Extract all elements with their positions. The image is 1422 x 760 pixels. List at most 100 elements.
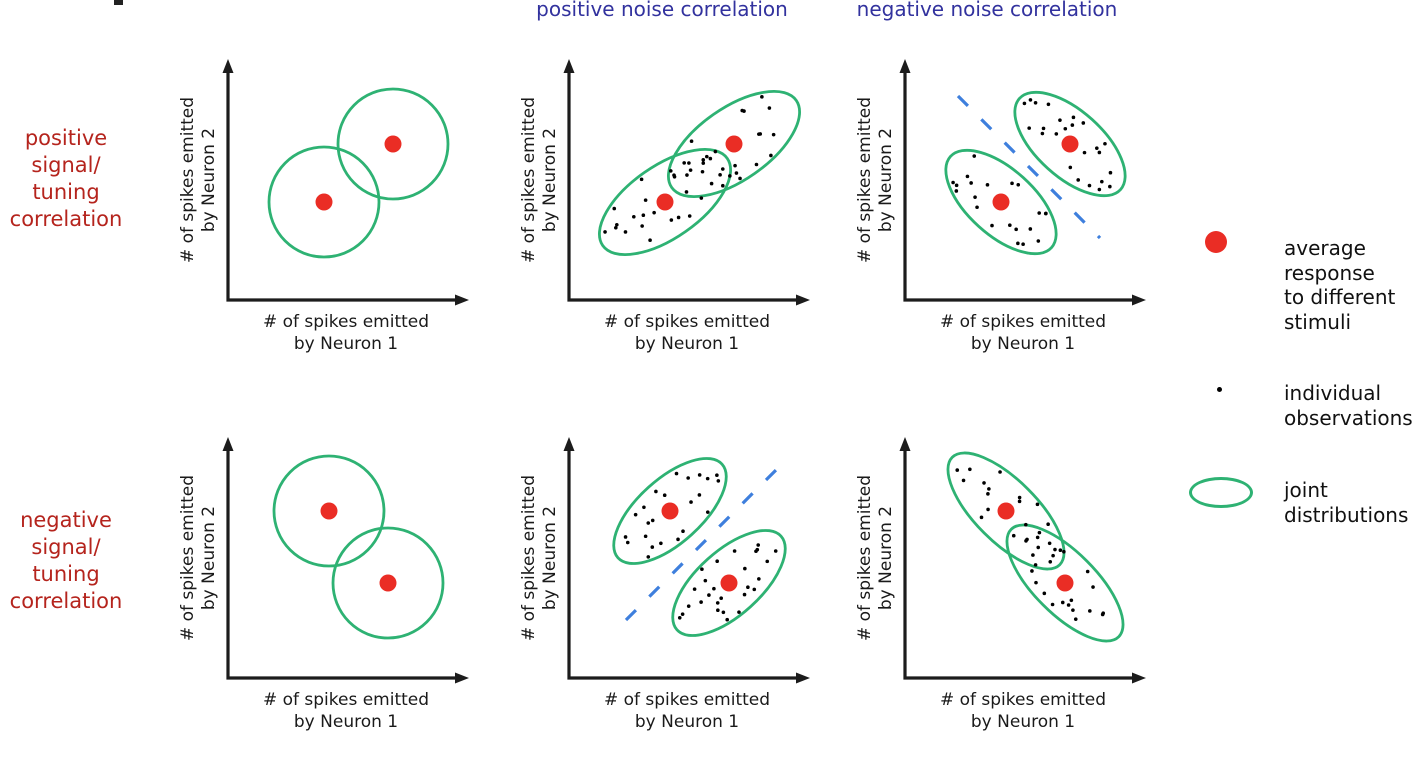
observation-dot — [709, 181, 714, 186]
observation-dot — [686, 604, 691, 608]
observation-dot — [705, 154, 709, 159]
observation-dot — [676, 215, 681, 220]
observation-dot — [1088, 609, 1092, 613]
observation-dot — [1030, 569, 1034, 573]
observation-dot — [1046, 102, 1051, 107]
observation-dot — [633, 512, 638, 517]
observation-dot — [1042, 591, 1047, 596]
observation-dot — [712, 586, 716, 591]
joint-distribution-ellipse — [612, 457, 728, 565]
observation-dot — [700, 169, 705, 174]
x-axis-label-line2: by Neuron 1 — [294, 712, 398, 732]
joint-distribution-circle — [336, 87, 450, 201]
observation-dot — [716, 608, 720, 613]
observation-dot — [643, 534, 648, 539]
legend-line: distributions — [1284, 502, 1409, 527]
observation-dot — [705, 476, 710, 481]
observation-dot — [732, 549, 737, 553]
observation-dot — [1073, 617, 1078, 621]
x-axis-arrowhead — [455, 672, 469, 684]
observation-dot — [1044, 211, 1048, 216]
observation-dot — [720, 167, 725, 171]
joint-distribution-ellipse — [598, 147, 732, 257]
row-label-line: signal/ — [31, 153, 101, 177]
observation-dot — [623, 535, 628, 539]
observation-dot — [1062, 549, 1066, 554]
observation-dot — [954, 189, 959, 193]
observation-dot — [689, 500, 693, 504]
observation-dot — [1082, 150, 1087, 155]
observation-dot — [1091, 585, 1095, 589]
observation-dot-legend-symbol — [1217, 387, 1222, 392]
x-axis-label-line2: by Neuron 1 — [971, 334, 1075, 354]
observation-dot — [697, 493, 702, 497]
legend-line: joint — [1284, 478, 1328, 502]
mean-response-dot — [379, 574, 397, 592]
mean-response-dot — [997, 502, 1015, 520]
y-axis-label-line1: # of spikes emitted — [855, 475, 875, 641]
observation-dot — [1040, 131, 1045, 136]
legend-line: to different — [1284, 285, 1396, 309]
row-label-line: correlation — [9, 589, 123, 613]
mean-response-dot — [661, 502, 679, 520]
observation-dot — [672, 174, 677, 179]
observation-dot — [648, 238, 652, 242]
observation-dot — [687, 214, 692, 218]
observation-dot — [987, 487, 991, 491]
observation-dot — [682, 161, 686, 165]
legend-label-joint-distributions: joint distributions — [1284, 478, 1408, 527]
observation-dot — [632, 214, 636, 219]
observation-dot — [686, 476, 690, 480]
observation-dot — [1017, 495, 1022, 500]
observation-dot — [771, 132, 776, 137]
joint-distribution-ellipse — [944, 148, 1058, 256]
observation-dot — [1008, 223, 1012, 228]
observation-dot — [701, 161, 706, 165]
mean-dot-legend-symbol — [1205, 231, 1227, 253]
joint-distribution-ellipse — [1013, 90, 1127, 198]
observation-dot — [1058, 118, 1062, 122]
observation-dot — [1035, 502, 1040, 507]
observation-dot — [1035, 535, 1040, 540]
observation-dot — [754, 549, 758, 554]
observation-dot — [699, 600, 703, 604]
observation-dot — [1033, 100, 1038, 105]
observation-dot — [719, 596, 723, 601]
observation-dot — [1010, 181, 1014, 186]
observation-dot — [1017, 499, 1022, 504]
observation-dot — [1051, 553, 1055, 558]
observation-dot — [1033, 563, 1038, 567]
observation-dot — [615, 222, 619, 227]
observation-dot — [1085, 569, 1090, 574]
observation-dot — [1097, 187, 1102, 192]
observation-dot — [955, 468, 960, 472]
observation-dot — [972, 154, 977, 158]
observation-dot — [1070, 123, 1075, 127]
observation-dot — [1100, 612, 1105, 617]
cropped-title-fragment — [114, 0, 123, 5]
observation-dot — [1024, 522, 1028, 527]
row-label-positive-signal: positive signal/ tuning correlation — [0, 125, 132, 233]
observation-dot — [1071, 608, 1075, 612]
row-label-line: positive — [24, 126, 108, 150]
y-axis-arrowhead — [222, 437, 234, 451]
observation-dot — [1046, 522, 1050, 526]
observation-dot — [1054, 132, 1059, 136]
y-axis-arrowhead — [563, 437, 575, 451]
observation-dot — [705, 510, 710, 514]
observation-dot — [699, 196, 704, 200]
observation-dot — [975, 205, 979, 210]
observation-dot — [680, 612, 685, 616]
observation-dot — [685, 173, 689, 177]
axes-lines — [226, 450, 456, 680]
observation-dot — [697, 473, 702, 477]
x-axis-label-line1: # of spikes emitted — [263, 690, 429, 710]
observation-dot — [688, 168, 693, 172]
observation-dot — [652, 210, 656, 215]
observation-dot — [954, 183, 959, 188]
observation-dot — [1014, 227, 1018, 232]
observation-dot — [965, 174, 970, 179]
